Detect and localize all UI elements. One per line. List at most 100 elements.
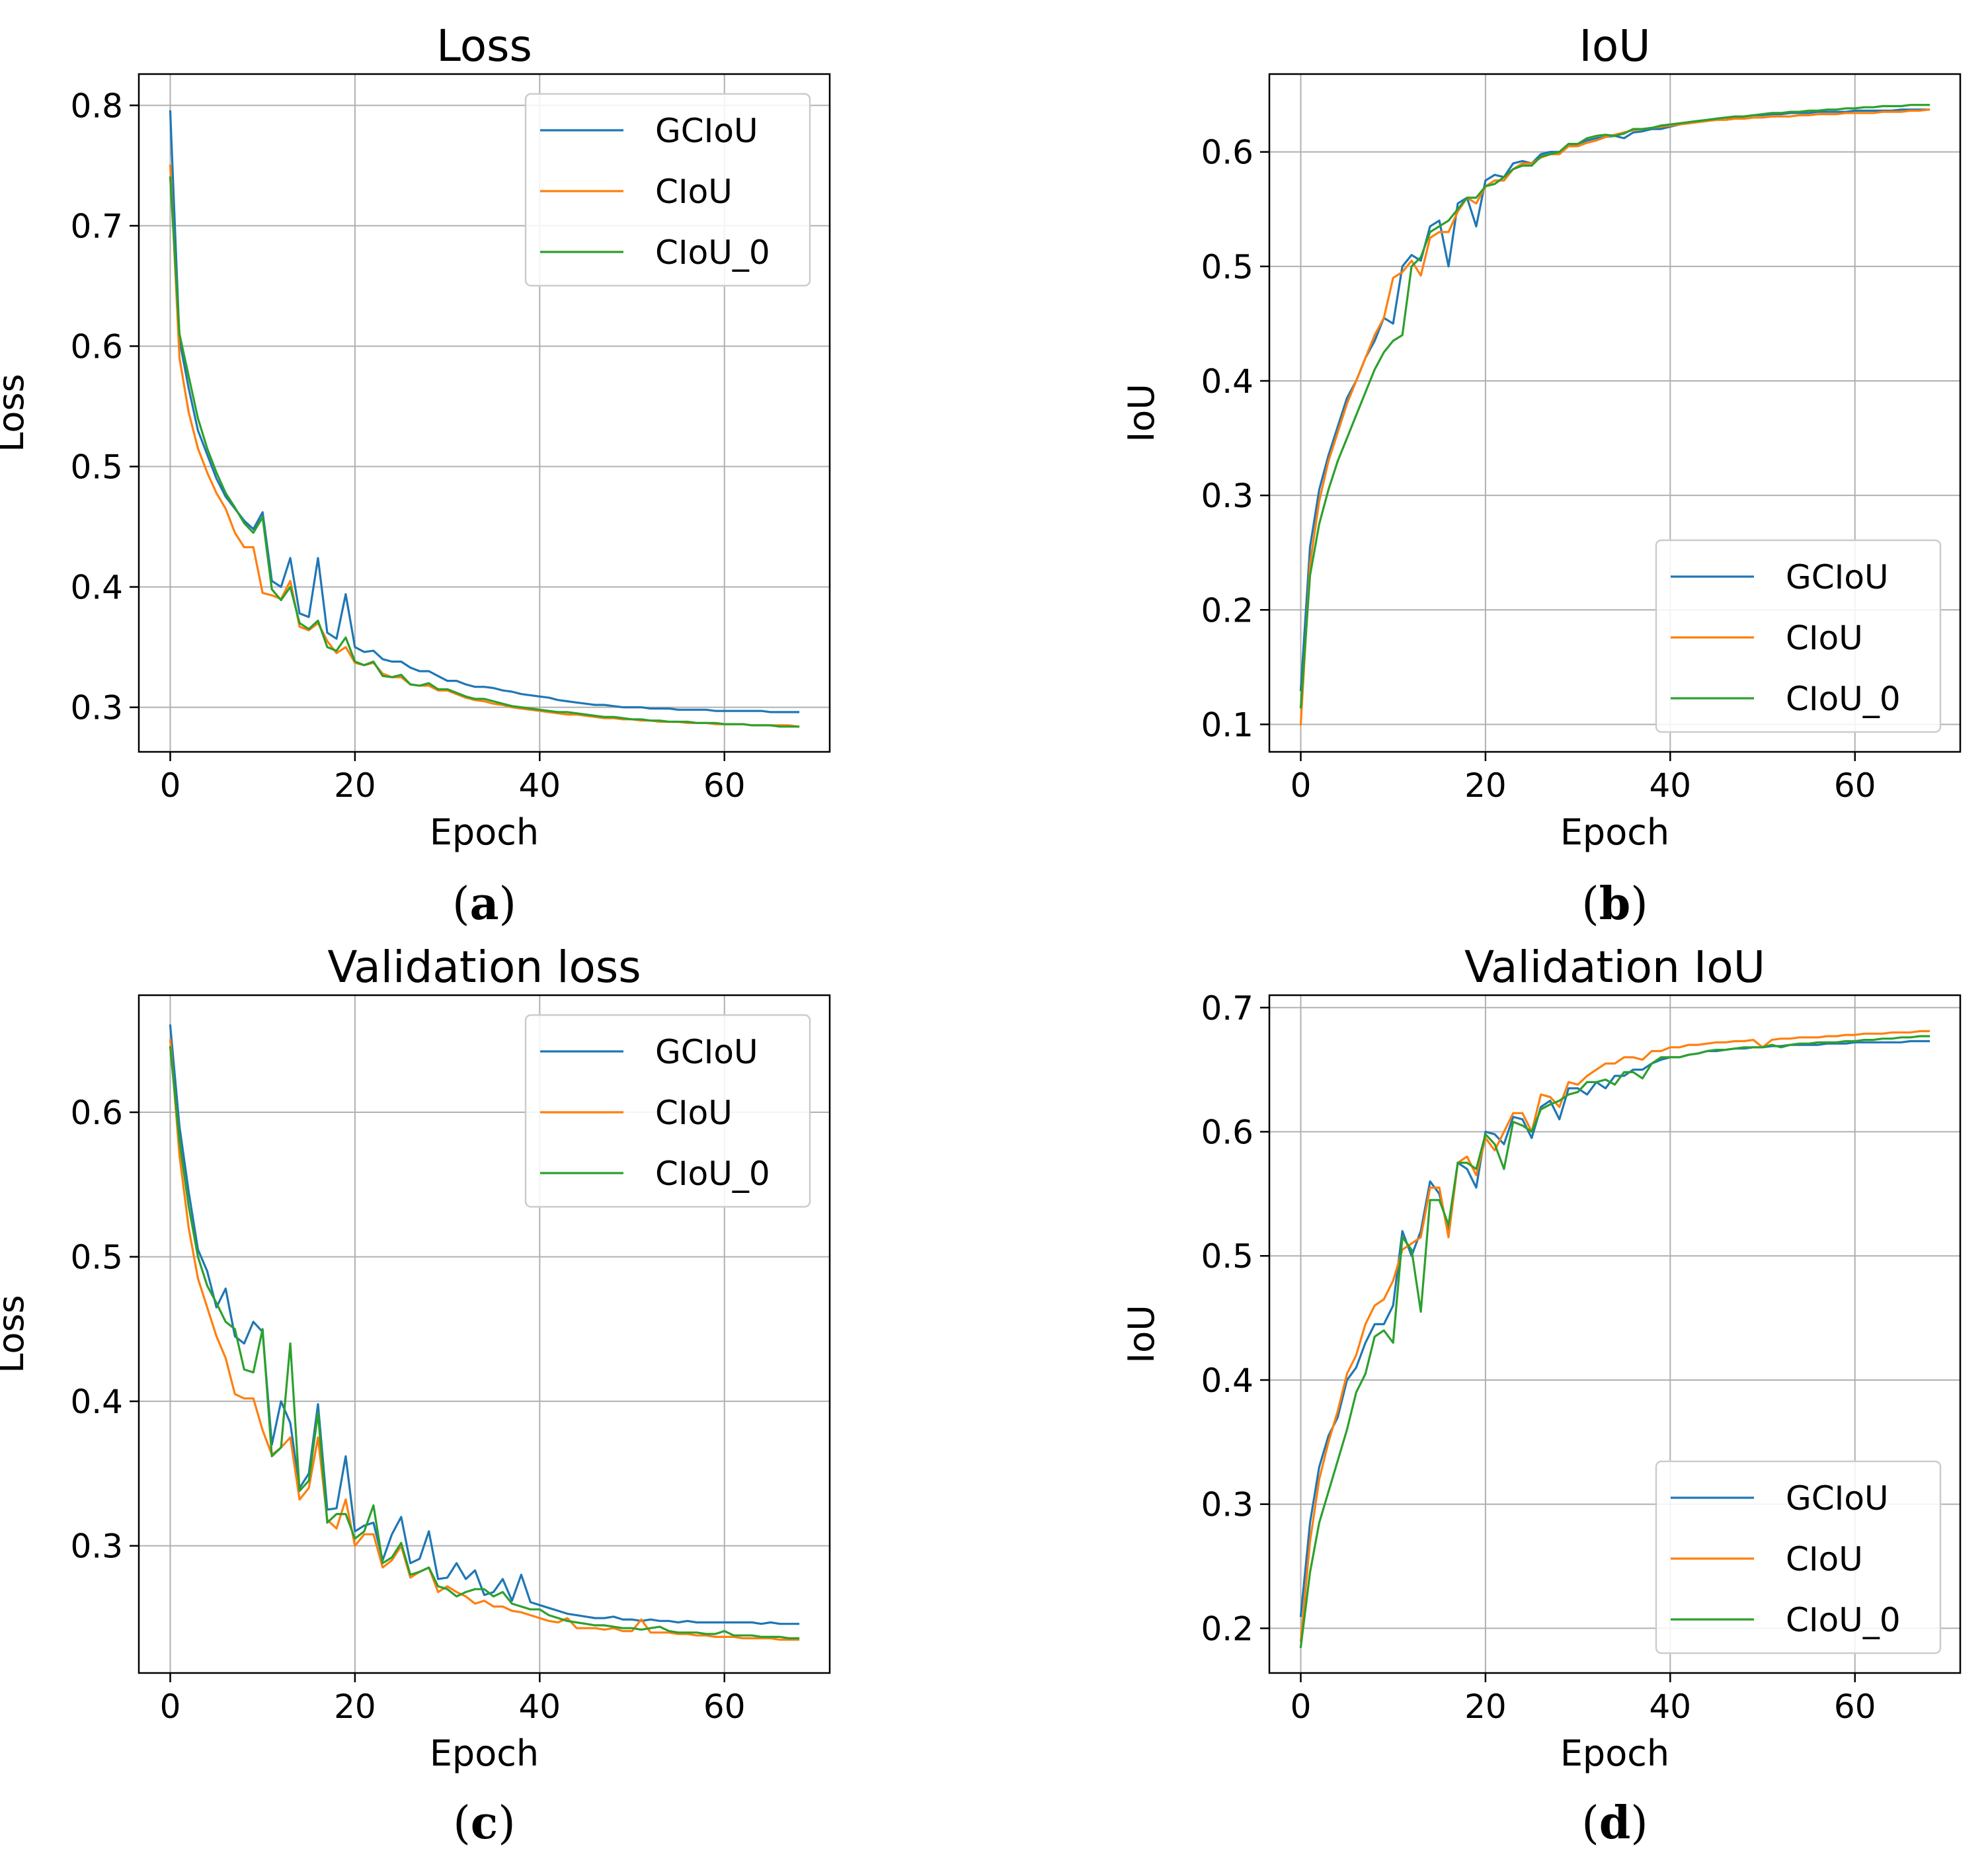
caption-paren: ( (452, 878, 470, 930)
caption-paren: ) (499, 878, 517, 930)
x-tick-label: 60 (703, 1688, 746, 1726)
x-tick-label: 20 (1464, 1688, 1507, 1726)
legend-label: CIoU (1786, 1540, 1863, 1578)
chart-title: Validation IoU (1464, 942, 1765, 993)
y-tick-label: 0.1 (1201, 706, 1253, 744)
y-tick-label: 0.7 (1201, 989, 1253, 1028)
series-line-gciou (1299, 1040, 1930, 1617)
y-tick-label: 0.4 (1201, 1362, 1253, 1400)
chart-panel-a: 0 20 40 60 0.3 0.4 0.5 0.6 0.7 0.8 Loss Epoch Loss GC… (0, 20, 831, 930)
axes-frame (138, 994, 831, 1674)
y-tick-label: 0.6 (1201, 134, 1253, 172)
axes-frame (1268, 73, 1962, 753)
y-tick-label: 0.8 (70, 87, 123, 125)
x-axis-label: Epoch (1560, 811, 1669, 853)
panel-caption: (a) (452, 877, 516, 930)
caption-paren: ( (1581, 1797, 1599, 1850)
legend: GCIoU CIoU CIoU_0 (524, 1014, 811, 1208)
y-axis-label: Loss (0, 374, 32, 452)
legend-label: GCIoU (655, 112, 758, 150)
y-tick-label: 0.6 (1201, 1114, 1253, 1152)
y-tick-label: 0.6 (70, 1094, 123, 1132)
chart-panel-d: 0 20 40 60 0.2 0.3 0.4 0.5 0.6 0.7 Validation IoU E… (1121, 942, 1962, 1850)
x-tick-label: 0 (160, 1688, 181, 1726)
series-line-ciou-0 (1299, 1035, 1930, 1649)
legend-box (1655, 539, 1942, 733)
legend-box (524, 1014, 811, 1208)
series-line-ciou-0 (169, 1045, 800, 1640)
series-line-gciou (169, 1024, 800, 1625)
y-tick-label: 0.6 (70, 327, 123, 366)
y-tick-label: 0.4 (70, 1383, 123, 1421)
series-line-gciou (169, 110, 800, 714)
y-tick-label: 0.4 (1201, 362, 1253, 401)
series-line-ciou-0 (1299, 104, 1930, 709)
legend: GCIoU CIoU CIoU_0 (524, 93, 811, 287)
y-tick-label: 0.4 (70, 569, 123, 607)
legend-label: GCIoU (655, 1033, 758, 1071)
x-tick-label: 20 (334, 766, 376, 805)
x-tick-label: 20 (334, 1688, 376, 1726)
y-axis-label: IoU (1121, 384, 1162, 442)
panel-caption: (d) (1581, 1797, 1648, 1850)
y-axis-label: IoU (1121, 1305, 1162, 1364)
legend: GCIoU CIoU CIoU_0 (1655, 539, 1942, 733)
caption-paren: ) (498, 1797, 516, 1850)
x-tick-label: 0 (1291, 766, 1312, 805)
x-tick-label: 0 (160, 766, 181, 805)
caption-letter: d (1599, 1797, 1631, 1850)
legend-label: CIoU (655, 1094, 733, 1132)
chart-title: IoU (1579, 20, 1650, 71)
panel-caption: (c) (453, 1797, 515, 1850)
chart-title: Loss (436, 20, 532, 71)
legend-box (524, 93, 811, 287)
y-tick-label: 0.3 (1201, 477, 1253, 515)
y-axis-label: Loss (0, 1295, 32, 1373)
x-tick-label: 40 (1650, 766, 1692, 805)
x-tick-label: 40 (1650, 1688, 1692, 1726)
y-tick-label: 0.3 (1201, 1486, 1253, 1524)
y-tick-label: 0.7 (70, 207, 123, 245)
y-tick-label: 0.2 (1201, 1610, 1253, 1648)
legend: GCIoU CIoU CIoU_0 (1655, 1460, 1942, 1654)
x-tick-label: 60 (1834, 766, 1876, 805)
axes-frame (1268, 994, 1962, 1674)
y-tick-label: 0.5 (70, 1239, 123, 1277)
series-line-ciou (1299, 1030, 1930, 1642)
x-axis-label: Epoch (430, 811, 539, 853)
y-tick-label: 0.5 (1201, 1237, 1253, 1276)
caption-letter: c (471, 1797, 498, 1850)
legend-label: GCIoU (1786, 558, 1889, 596)
caption-paren: ( (1581, 878, 1599, 930)
legend-label: CIoU (655, 173, 733, 211)
panel-caption: (b) (1581, 877, 1648, 930)
chart-panel-b: 0 20 40 60 0.1 0.2 0.3 0.4 0.5 0.6 IoU Epoch IoU GCIo… (1121, 20, 1962, 930)
legend-box (1655, 1460, 1942, 1654)
legend-label: CIoU_0 (1786, 1601, 1901, 1639)
caption-paren: ) (1630, 878, 1648, 930)
x-axis-label: Epoch (430, 1733, 539, 1774)
x-tick-label: 40 (519, 1688, 561, 1726)
x-tick-label: 60 (703, 766, 746, 805)
y-tick-label: 0.3 (70, 1528, 123, 1566)
chart-title: Validation loss (327, 942, 641, 993)
y-tick-label: 0.2 (1201, 591, 1253, 630)
x-tick-label: 40 (519, 766, 561, 805)
caption-letter: a (469, 877, 498, 930)
legend-label: CIoU_0 (655, 1155, 770, 1193)
caption-letter: b (1599, 877, 1631, 930)
y-tick-label: 0.5 (1201, 248, 1253, 286)
caption-paren: ( (453, 1797, 471, 1850)
series-line-ciou-0 (169, 176, 800, 728)
chart-panel-c: 0 20 40 60 0.3 0.4 0.5 0.6 Validation loss Epoch L… (0, 942, 831, 1850)
x-tick-label: 20 (1464, 766, 1507, 805)
y-tick-label: 0.5 (70, 448, 123, 487)
x-axis-label: Epoch (1560, 1733, 1669, 1774)
legend-label: CIoU_0 (1786, 680, 1901, 718)
legend-label: GCIoU (1786, 1479, 1889, 1518)
x-tick-label: 60 (1834, 1688, 1876, 1726)
legend-label: CIoU (1786, 619, 1863, 657)
axes-frame (138, 73, 831, 753)
legend-label: CIoU_0 (655, 233, 770, 272)
